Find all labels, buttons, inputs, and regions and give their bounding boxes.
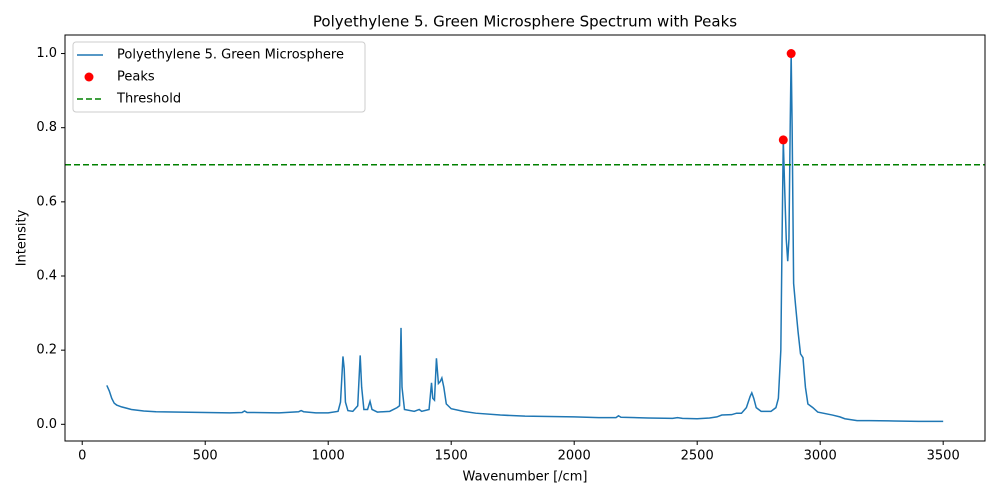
y-tick-label: 0.8 (36, 120, 57, 135)
legend: Polyethylene 5. Green Microsphere Peaks Th… (72, 41, 366, 113)
x-tick-label: 0 (78, 449, 86, 464)
legend-box (72, 41, 366, 113)
y-tick-label: 0.4 (36, 269, 57, 284)
x-tick-label: 2500 (681, 449, 714, 464)
x-tick-label: 3500 (927, 449, 960, 464)
legend-label: Peaks (117, 70, 155, 85)
legend-swatch (84, 72, 94, 82)
spectrum-line (106, 53, 944, 423)
plot-frame (64, 34, 986, 442)
peak-point (786, 49, 796, 59)
x-tick-label: 2000 (558, 449, 591, 464)
x-tick-label: 1000 (312, 449, 345, 464)
x-tick-label: 3000 (804, 449, 837, 464)
legend-label: Polyethylene 5. Green Microsphere (117, 48, 344, 63)
peak-point (778, 135, 788, 145)
y-axis-label: Intensity (15, 209, 30, 266)
x-tick-label: 1500 (435, 449, 468, 464)
y-tick-label: 0.2 (36, 343, 57, 358)
legend-label: Threshold (116, 92, 181, 107)
x-axis-label: Wavenumber [/cm] (463, 470, 588, 485)
y-tick-label: 1.0 (36, 46, 57, 61)
y-tick-label: 0.6 (36, 194, 57, 209)
chart-title: Polyethylene 5. Green Microsphere Spectr… (313, 13, 737, 31)
x-tick-label: 500 (193, 449, 218, 464)
y-tick-label: 0.0 (36, 417, 57, 432)
